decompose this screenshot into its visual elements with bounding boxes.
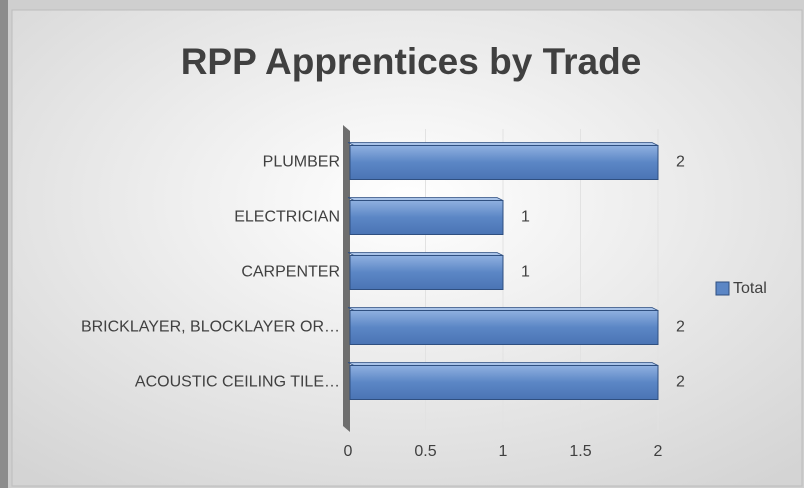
legend-label: Total [733, 280, 767, 297]
x-tick-label: 1 [499, 443, 508, 460]
x-tick-label: 0.5 [414, 443, 436, 460]
chart-area [11, 9, 803, 487]
chart-title: RPP Apprentices by Trade [181, 41, 642, 82]
bar [349, 310, 659, 345]
y-tick-label: BRICKLAYER, BLOCKLAYER OR… [81, 319, 340, 336]
data-label: 2 [676, 374, 685, 391]
x-tick-label: 0 [344, 443, 353, 460]
bar [349, 200, 504, 235]
data-label: 1 [521, 264, 530, 281]
legend-swatch [715, 281, 730, 296]
x-tick-label: 2 [654, 443, 663, 460]
axis-wall [343, 125, 350, 432]
data-label: 2 [676, 154, 685, 171]
y-tick-label: CARPENTER [241, 264, 340, 281]
data-label: 1 [521, 209, 530, 226]
x-tick-label: 1.5 [569, 443, 591, 460]
y-tick-label: ACOUSTIC CEILING TILE… [135, 374, 340, 391]
bar [349, 255, 504, 290]
bar [349, 365, 659, 400]
bar [349, 145, 659, 180]
y-tick-label: ELECTRICIAN [234, 209, 340, 226]
y-tick-label: PLUMBER [263, 154, 340, 171]
data-label: 2 [676, 319, 685, 336]
side-strip [0, 0, 8, 488]
